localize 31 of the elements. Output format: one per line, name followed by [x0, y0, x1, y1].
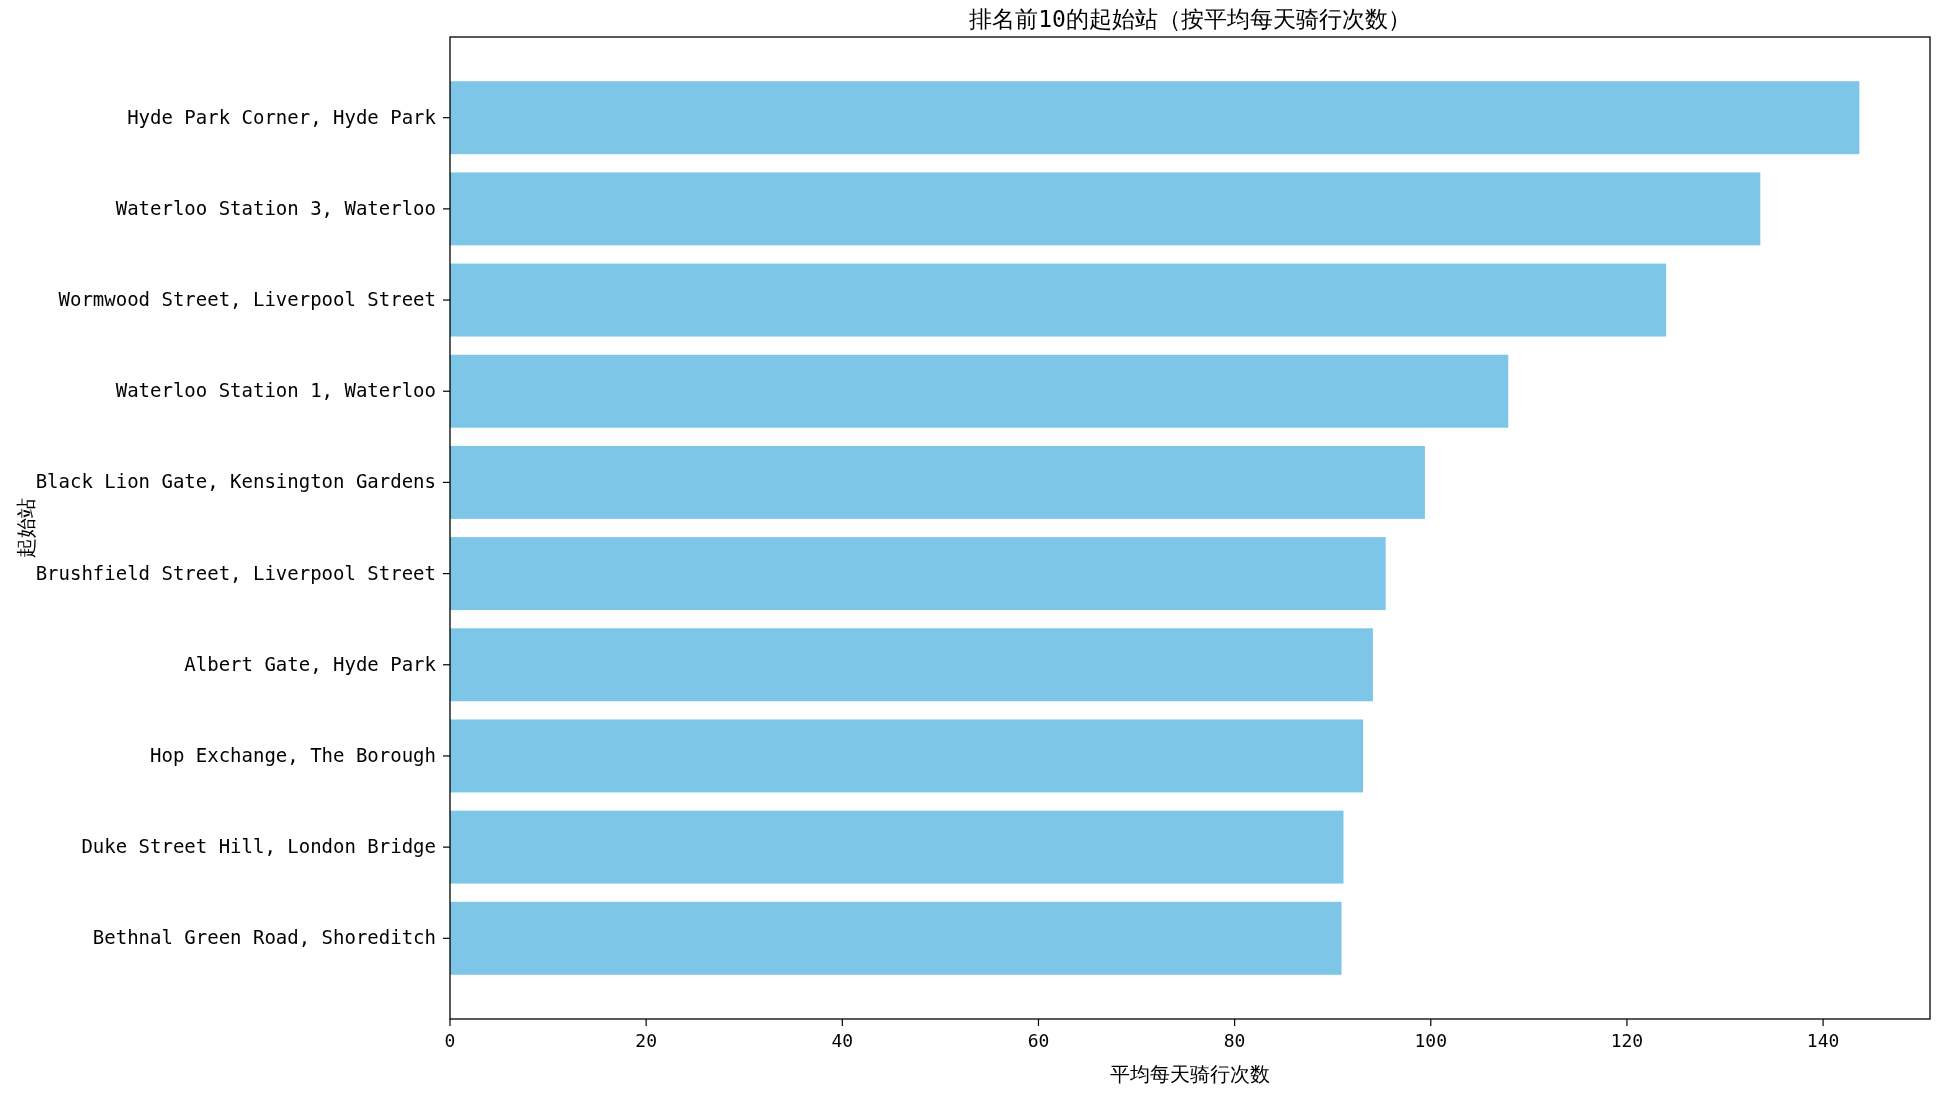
bar: [450, 719, 1364, 793]
bar: [450, 445, 1425, 519]
x-tick-label: 0: [444, 1030, 456, 1051]
bar: [450, 354, 1509, 428]
chart-title: 排名前10的起始站（按平均每天骑行次数）: [969, 6, 1411, 32]
y-tick-label: Wormwood Street, Liverpool Street: [58, 288, 436, 311]
x-tick-label: 80: [1223, 1030, 1246, 1051]
bar: [450, 901, 1342, 975]
bar: [450, 81, 1860, 155]
y-axis-title: 起始站: [14, 498, 38, 558]
x-tick-label: 120: [1610, 1030, 1644, 1051]
x-tick-label: 40: [831, 1030, 854, 1051]
y-tick-label: Black Lion Gate, Kensington Gardens: [35, 470, 436, 493]
bar: [450, 537, 1386, 611]
x-axis-title: 平均每天骑行次数: [1110, 1062, 1270, 1086]
y-tick-label: Waterloo Station 3, Waterloo: [115, 196, 436, 219]
y-tick-label: Albert Gate, Hyde Park: [184, 652, 437, 675]
y-tick-label: Hyde Park Corner, Hyde Park: [127, 105, 437, 128]
x-tick-label: 140: [1806, 1030, 1840, 1051]
x-tick-label: 100: [1414, 1030, 1448, 1051]
y-tick-label: Hop Exchange, The Borough: [150, 743, 436, 766]
y-tick-label: Brushfield Street, Liverpool Street: [35, 561, 436, 584]
y-tick-label: Bethnal Green Road, Shoreditch: [92, 926, 436, 949]
bar: [450, 263, 1667, 337]
x-tick-label: 20: [635, 1030, 657, 1051]
x-tick-label: 60: [1027, 1030, 1050, 1051]
y-tick-label: Duke Street Hill, London Bridge: [81, 835, 436, 858]
bar: [450, 172, 1761, 246]
y-tick-label: Waterloo Station 1, Waterloo: [115, 379, 436, 402]
bar: [450, 810, 1344, 884]
bar: [450, 628, 1373, 702]
